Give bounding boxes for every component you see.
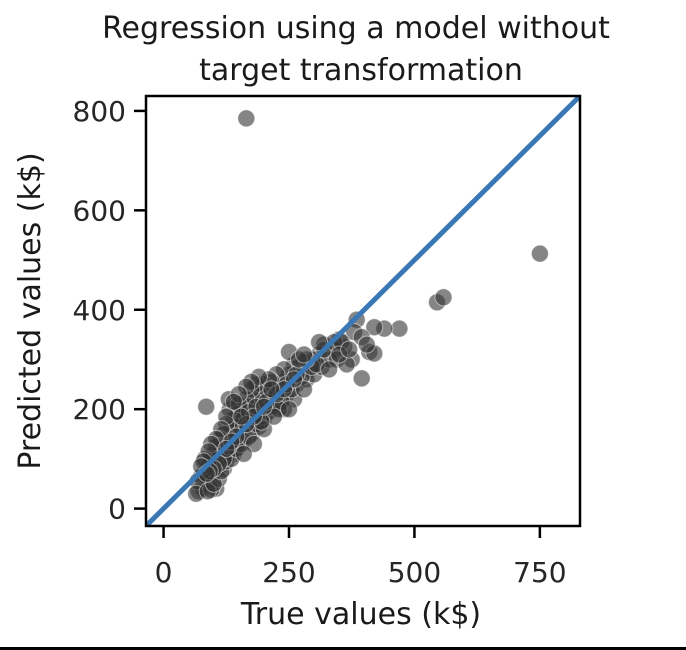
data-point bbox=[357, 335, 376, 354]
data-point bbox=[310, 333, 329, 352]
data-point bbox=[232, 407, 251, 426]
data-point bbox=[352, 369, 371, 388]
axis-ticks: 0 250 500 750 0 200 400 600 800 bbox=[73, 95, 567, 589]
identity-line bbox=[146, 96, 580, 526]
chart-title-line-2: target transformation bbox=[199, 53, 523, 88]
x-axis-label: True values (k$) bbox=[240, 597, 481, 632]
data-point bbox=[197, 397, 216, 416]
data-point bbox=[340, 340, 359, 359]
data-point bbox=[434, 288, 453, 307]
data-point bbox=[530, 244, 549, 263]
data-point bbox=[365, 318, 384, 337]
y-axis-label: Predicted values (k$) bbox=[13, 152, 48, 469]
y-tick-label: 600 bbox=[73, 194, 126, 227]
y-tick-label: 800 bbox=[73, 95, 126, 128]
data-point bbox=[234, 444, 253, 463]
data-point bbox=[224, 392, 243, 411]
chart-title-line-1: Regression using a model without bbox=[102, 11, 610, 46]
x-tick-label: 250 bbox=[262, 556, 315, 589]
data-point bbox=[390, 319, 409, 338]
data-point bbox=[237, 109, 256, 128]
data-point bbox=[320, 360, 339, 379]
data-point bbox=[280, 400, 298, 419]
y-tick-label: 0 bbox=[108, 493, 126, 526]
y-tick-label: 400 bbox=[73, 294, 126, 327]
data-point bbox=[295, 345, 313, 364]
data-point bbox=[262, 380, 281, 399]
y-tick-label: 200 bbox=[73, 393, 126, 426]
bottom-rule bbox=[0, 647, 686, 650]
x-tick-label: 750 bbox=[513, 556, 566, 589]
x-tick-label: 0 bbox=[155, 556, 173, 589]
x-tick-label: 500 bbox=[388, 556, 441, 589]
